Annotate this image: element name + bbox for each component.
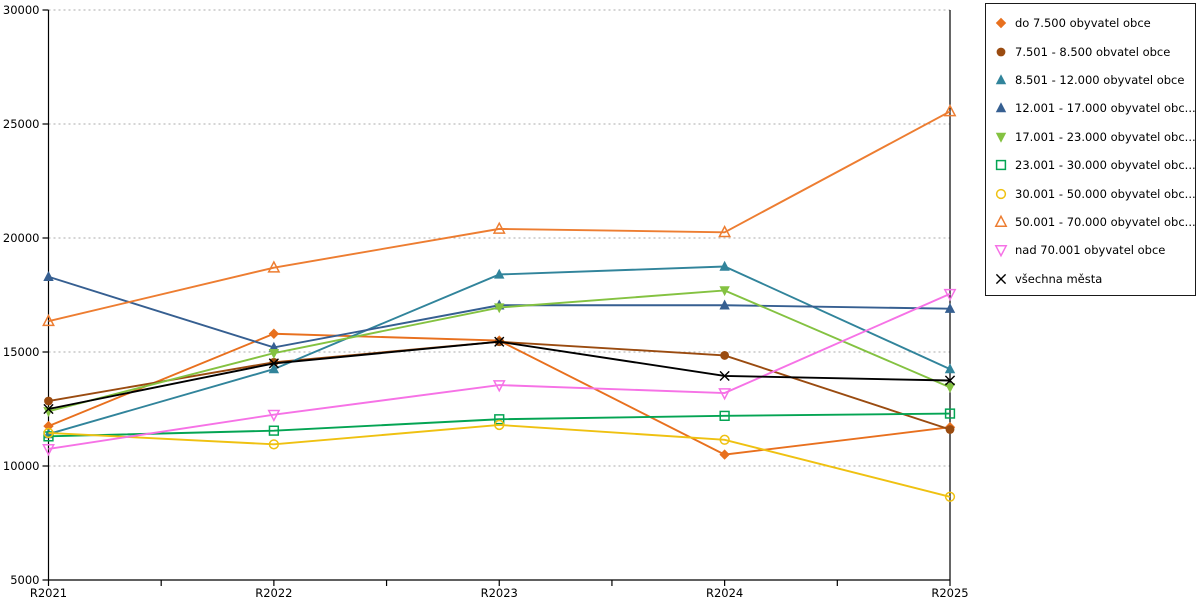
data-point-marker: [944, 383, 956, 394]
x-tick-label: R2025: [931, 586, 968, 600]
y-tick-label: 15000: [3, 345, 40, 359]
legend-item: 50.001 - 70.000 obyvatel obc...: [986, 208, 1196, 236]
data-point-marker: [945, 425, 955, 434]
legend-item: 12.001 - 17.000 obyvatel obc...: [986, 94, 1196, 122]
data-point-marker: [43, 403, 54, 415]
legend-item-label: 12.001 - 17.000 obyvatel obc...: [1015, 101, 1196, 116]
series: [43, 286, 956, 417]
legend-item-label: 30.001 - 50.000 obyvatel obc...: [1015, 186, 1196, 201]
data-point-marker: [494, 419, 505, 431]
circle-marker-icon: [995, 188, 1007, 199]
triangle-up-marker-icon: [995, 102, 1007, 113]
series-line: [48, 265, 951, 435]
y-tick-label: 20000: [3, 231, 40, 245]
series-line: [48, 412, 951, 438]
diamond-marker-icon: [995, 17, 1007, 29]
data-point-marker: [719, 286, 730, 297]
legend-item: 23.001 - 30.000 obyvatel obc...: [986, 151, 1196, 179]
triangle-down-marker-icon: [995, 132, 1007, 143]
x-tick-label: R2023: [481, 586, 518, 600]
data-point-marker: [944, 375, 956, 386]
series: [43, 336, 956, 415]
data-point-marker: [267, 260, 281, 273]
series: [43, 260, 956, 439]
legend-item-label: 8.501 - 12.000 obyvatel obce: [1015, 72, 1185, 87]
series-line: [48, 424, 951, 498]
data-point-marker: [44, 396, 53, 406]
legend-item: 17.001 - 23.000 obyvatel obc...: [986, 123, 1196, 151]
data-point-marker: [494, 414, 505, 425]
y-tick-label: 25000: [3, 117, 40, 131]
data-point-marker: [267, 409, 281, 423]
data-point-marker: [944, 491, 956, 502]
data-point-marker: [718, 224, 732, 238]
data-point-marker: [719, 370, 730, 382]
data-point-marker: [43, 427, 54, 439]
data-point-marker: [944, 302, 956, 313]
data-point-marker: [43, 271, 54, 281]
data-point-marker: [494, 336, 505, 347]
y-tick-label: 30000: [3, 3, 40, 17]
data-point-marker: [719, 410, 730, 421]
data-point-marker: [944, 363, 956, 374]
data-point-marker: [720, 351, 730, 360]
x-tick-label: R2022: [255, 586, 292, 600]
legend-item-label: do 7.500 obyvatel obce: [1015, 16, 1151, 31]
legend-item-label: všechna města: [1015, 271, 1103, 286]
triangle-up-marker-icon: [994, 214, 1008, 227]
legend-item: všechna města: [986, 265, 1195, 293]
y-tick-label: 10000: [3, 459, 40, 473]
data-point-marker: [492, 221, 506, 234]
triangle-down-marker-icon: [994, 245, 1008, 258]
data-point-marker: [268, 328, 280, 339]
legend-item: do 7.500 obyvatel obce: [986, 9, 1195, 37]
circle-marker-icon: [996, 47, 1006, 56]
data-point-marker: [268, 439, 280, 450]
data-point-marker: [268, 363, 280, 374]
series-line: [48, 292, 951, 450]
legend-item-label: 17.001 - 23.000 obyvatel obc...: [1015, 129, 1196, 144]
data-point-marker: [719, 260, 730, 271]
data-point-marker: [492, 380, 506, 393]
data-point-marker: [42, 443, 55, 457]
series: [42, 104, 957, 327]
legend-item: nad 70.001 obyvatel obce: [986, 236, 1195, 264]
series: [43, 419, 956, 502]
data-point-marker: [943, 104, 957, 117]
data-point-marker: [42, 313, 55, 327]
legend-item: 7.501 - 8.500 obvatel obce: [986, 37, 1195, 65]
data-point-marker: [719, 434, 730, 445]
y-tick-label: 5000: [10, 573, 39, 587]
series-line: [48, 110, 951, 323]
x-marker-icon: [995, 273, 1007, 284]
data-point-marker: [719, 449, 730, 460]
series: [42, 288, 957, 457]
legend-item-label: 23.001 - 30.000 obyvatel obc...: [1015, 158, 1196, 173]
data-point-marker: [943, 288, 957, 302]
data-point-marker: [43, 407, 54, 417]
legend-item-label: nad 70.001 obyvatel obce: [1015, 243, 1166, 258]
data-point-marker: [494, 303, 505, 314]
legend: do 7.500 obyvatel obce 7.501 - 8.500 obva…: [985, 3, 1196, 296]
data-point-marker: [43, 431, 54, 442]
data-point-marker: [268, 358, 279, 369]
data-point-marker: [268, 348, 280, 359]
triangle-up-marker-icon: [995, 74, 1007, 85]
series: [43, 408, 956, 442]
legend-item: 30.001 - 50.000 obyvatel obc...: [986, 179, 1196, 207]
data-point-marker: [718, 388, 732, 401]
data-point-marker: [494, 268, 505, 279]
square-marker-icon: [995, 159, 1007, 171]
x-tick-label: R2024: [706, 586, 743, 600]
legend-item: 8.501 - 12.000 obyvatel obce: [986, 66, 1195, 94]
data-point-marker: [719, 299, 730, 310]
legend-item-label: 7.501 - 8.500 obvatel obce: [1015, 44, 1171, 59]
legend-item-label: 50.001 - 70.000 obyvatel obc...: [1015, 214, 1196, 229]
data-point-marker: [944, 408, 956, 419]
data-point-marker: [268, 425, 280, 436]
x-tick-label: R2021: [30, 586, 67, 600]
